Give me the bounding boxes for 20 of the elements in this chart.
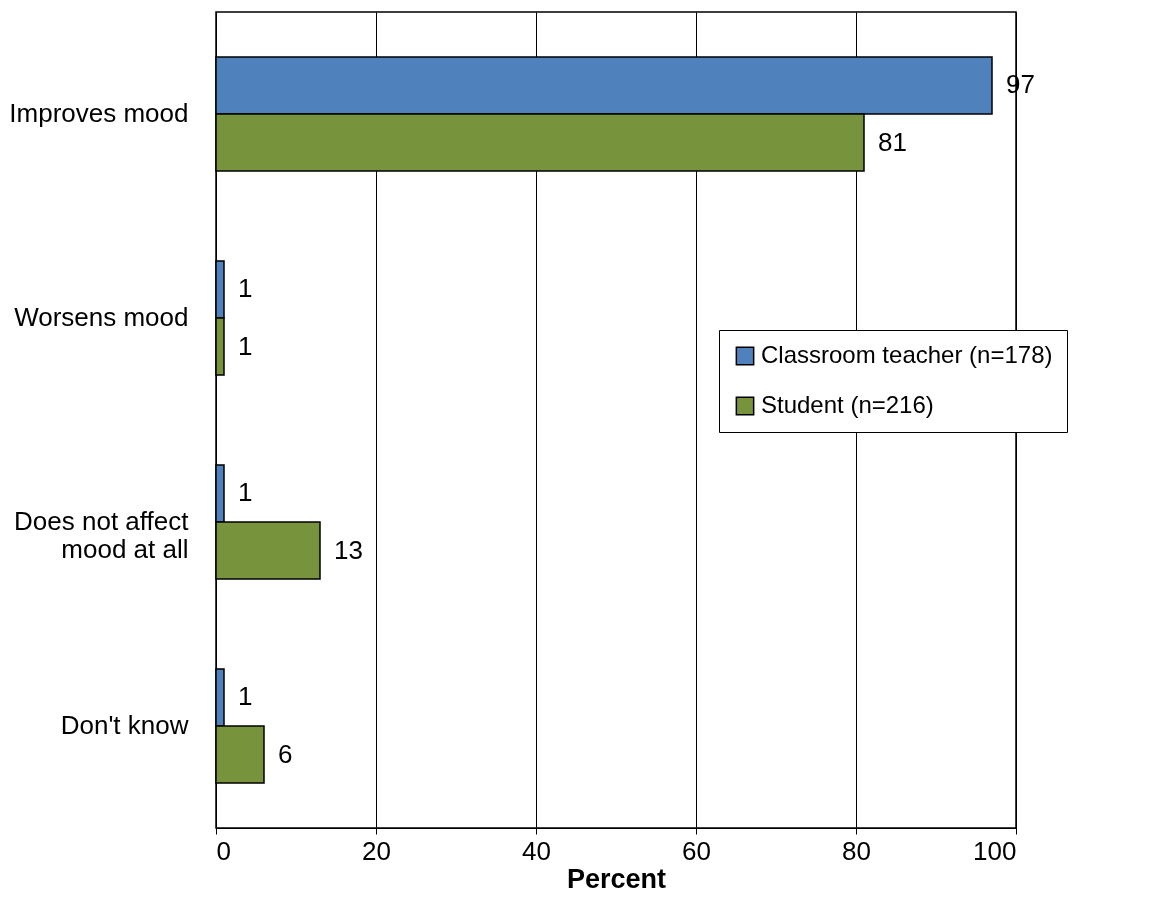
- x-tick-label: 100: [973, 835, 1017, 866]
- x-tick-label: 40: [522, 835, 551, 866]
- data-label: 1: [238, 477, 253, 508]
- x-tick-label: 0: [216, 835, 231, 866]
- data-label: 1: [238, 273, 253, 304]
- legend-label: Student (n=216): [761, 391, 934, 418]
- x-axis-title: Percent: [566, 863, 667, 894]
- x-tick-label: 60: [682, 835, 711, 866]
- data-label: 1: [238, 681, 253, 712]
- x-tick-label: 80: [842, 835, 871, 866]
- y-tick-label: Improves mood: [9, 98, 189, 128]
- data-label: 6: [278, 738, 293, 769]
- y-tick-label: Worsens mood: [14, 302, 189, 332]
- data-label: 81: [878, 126, 907, 157]
- data-label: 13: [334, 534, 363, 565]
- y-tick-label: Don't know: [60, 710, 189, 740]
- y-tick-label: Does not affect mood at all: [14, 506, 190, 564]
- legend-label: Classroom teacher (n=178): [761, 341, 1053, 368]
- x-tick-label: 20: [362, 835, 391, 866]
- data-label: 1: [238, 330, 253, 361]
